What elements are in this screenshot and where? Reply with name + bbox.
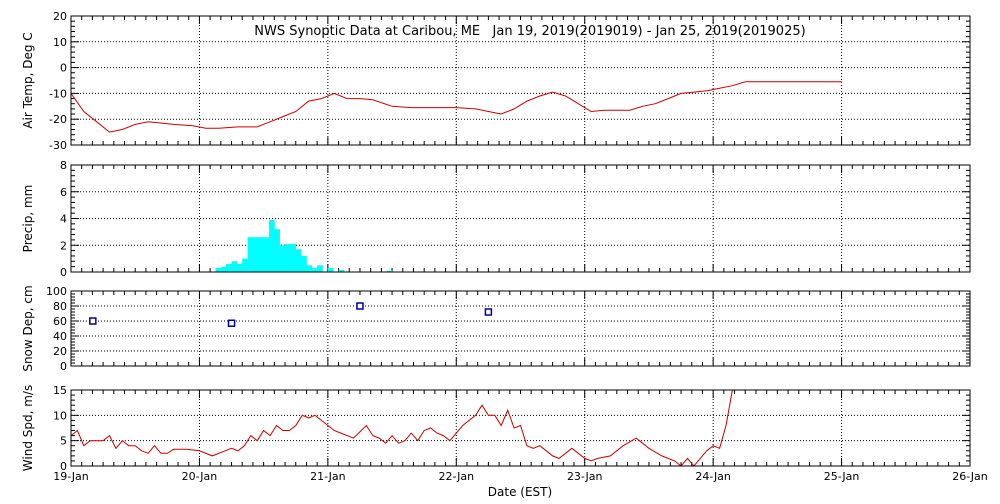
precip-bar bbox=[269, 219, 275, 272]
plot-area bbox=[215, 219, 393, 272]
panel-3: 0 20 40 60 80 100 Snow Dep, cm bbox=[21, 285, 971, 373]
precip-bar bbox=[215, 267, 222, 272]
y-tick-label: 15 bbox=[53, 384, 67, 397]
y-tick-label: -20 bbox=[49, 113, 67, 126]
panel-4: 0 5 10 15 Wind Spd, m/s bbox=[21, 384, 971, 473]
y-tick-label: -30 bbox=[49, 139, 67, 152]
y-tick-label: 20 bbox=[53, 345, 67, 358]
precip-bar bbox=[327, 267, 334, 272]
series-line bbox=[71, 390, 746, 466]
precip-bar bbox=[236, 263, 243, 272]
y-tick-label: 20 bbox=[53, 10, 67, 23]
precip-bar bbox=[306, 265, 313, 272]
panels: -30 -20 -10 0 10 20 Air Temp, Deg C 0 2 4 6 8 Precip… bbox=[21, 10, 971, 473]
x-tick-label: 19-Jan bbox=[53, 470, 89, 483]
panel-frame bbox=[70, 164, 971, 273]
precip-bar bbox=[295, 249, 302, 272]
y-tick-label: 10 bbox=[53, 409, 67, 422]
precip-bar bbox=[338, 269, 345, 272]
y-tick-label: 80 bbox=[53, 300, 67, 313]
x-tick-label: 25-Jan bbox=[824, 470, 860, 483]
precip-bar bbox=[290, 243, 297, 272]
precip-bar bbox=[252, 237, 259, 272]
plot-area bbox=[89, 302, 493, 327]
plot-area bbox=[71, 390, 746, 466]
y-axis-label: Snow Dep, cm bbox=[21, 285, 35, 371]
precip-bar bbox=[317, 265, 323, 272]
snow-depth-point bbox=[227, 319, 236, 327]
y-axis-label: Air Temp, Deg C bbox=[21, 32, 35, 128]
precip-bar bbox=[285, 243, 291, 272]
precip-bar bbox=[386, 270, 393, 272]
precip-bar bbox=[279, 245, 286, 272]
y-tick-label: 100 bbox=[46, 285, 67, 298]
precip-bar bbox=[311, 267, 318, 272]
y-tick-label: -10 bbox=[49, 87, 67, 100]
y-tick-label: 2 bbox=[60, 239, 67, 252]
x-tick-label: 23-Jan bbox=[567, 470, 603, 483]
x-axis: 19-Jan 20-Jan 21-Jan 22-Jan 23-Jan 24-Jan 25-J… bbox=[53, 470, 988, 483]
plot-area bbox=[71, 81, 842, 133]
x-tick-label: 21-Jan bbox=[310, 470, 346, 483]
y-tick-label: 0 bbox=[60, 460, 67, 473]
y-tick-label: 5 bbox=[60, 435, 67, 448]
precip-bar bbox=[263, 237, 270, 272]
x-tick-label: 22-Jan bbox=[439, 470, 475, 483]
chart-title: NWS Synoptic Data at Caribou, ME Jan 19,… bbox=[254, 24, 805, 39]
precip-bar bbox=[301, 255, 307, 272]
snow-depth-point bbox=[89, 317, 97, 325]
y-tick-label: 60 bbox=[53, 315, 67, 328]
precip-bar bbox=[247, 237, 254, 272]
y-axis-label: Precip, mm bbox=[21, 185, 35, 253]
y-tick-label: 0 bbox=[60, 266, 67, 279]
y-tick-label: 0 bbox=[60, 360, 67, 373]
y-tick-label: 6 bbox=[60, 186, 67, 199]
precip-bar bbox=[220, 266, 227, 272]
x-tick-label: 20-Jan bbox=[182, 470, 218, 483]
panel-frame bbox=[70, 389, 971, 467]
y-tick-label: 10 bbox=[53, 36, 67, 49]
panel-1: -30 -20 -10 0 10 20 Air Temp, Deg C bbox=[21, 10, 971, 152]
y-axis-label: Wind Spd, m/s bbox=[21, 385, 35, 471]
precip-bar bbox=[242, 258, 248, 272]
precip-bar bbox=[226, 263, 232, 272]
precip-bar bbox=[274, 229, 280, 272]
snow-depth-point bbox=[484, 308, 493, 316]
x-tick-label: 24-Jan bbox=[695, 470, 731, 483]
precip-bar bbox=[258, 237, 264, 272]
x-tick-label: 26-Jan bbox=[952, 470, 988, 483]
precip-bar bbox=[231, 261, 238, 272]
panel-frame bbox=[70, 290, 971, 367]
panel-2: 0 2 4 6 8 Precip, mm bbox=[21, 159, 971, 279]
y-tick-label: 40 bbox=[53, 330, 67, 343]
y-tick-label: 4 bbox=[60, 213, 67, 226]
y-tick-label: 8 bbox=[60, 159, 67, 172]
y-tick-label: 0 bbox=[60, 62, 67, 75]
series-line bbox=[71, 81, 842, 133]
x-axis-label: Date (EST) bbox=[488, 485, 552, 499]
snow-depth-point bbox=[356, 302, 364, 310]
panel-frame bbox=[70, 15, 971, 146]
